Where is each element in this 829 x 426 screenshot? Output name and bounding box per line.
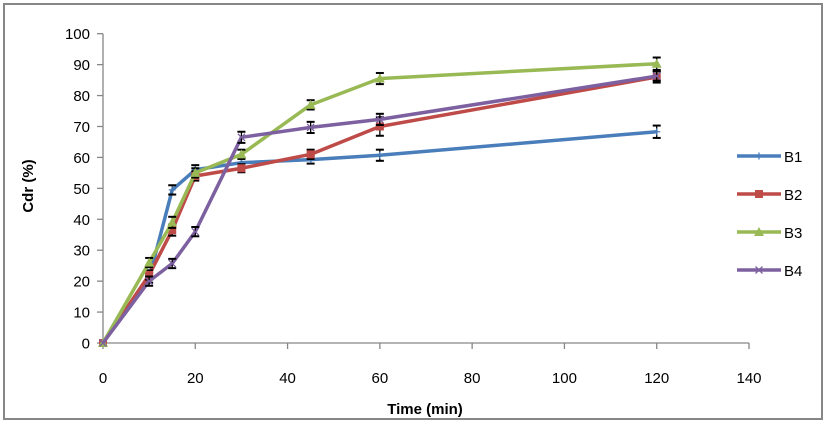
data-point-b2 [168,226,177,235]
y-tick-label: 40 [73,212,90,229]
legend-label: B1 [784,149,802,166]
data-point-b3 [144,257,155,267]
legend-marker [755,152,763,160]
data-point-b4 [237,133,246,142]
legend-marker [754,227,764,236]
x-tick-label: 0 [99,370,107,387]
y-tick-label: 0 [82,336,90,353]
data-point-b3 [190,167,201,177]
y-tick-label: 20 [73,274,90,291]
y-tick-label: 60 [73,150,90,167]
y-tick-label: 30 [73,243,90,260]
legend-item-b3: B3 [737,225,802,242]
data-point-b4 [168,259,177,268]
x-tick-label: 20 [187,370,204,387]
data-point-b4 [191,227,200,236]
y-tick-label: 10 [73,305,90,322]
legend-label: B3 [784,225,802,242]
x-tick-label: 140 [736,370,761,387]
legend-item-b1: B1 [737,149,802,166]
x-tick-label: 60 [372,370,389,387]
data-point-b4 [99,339,107,347]
data-point-b3 [374,73,385,83]
data-point-b1 [376,151,384,159]
legend-item-b2: B2 [737,187,802,204]
legend-label: B2 [784,187,802,204]
y-tick-label: 80 [73,88,90,105]
y-axis-title: Cdr (%) [20,159,37,212]
legend-marker [755,190,763,198]
series-line-b3 [101,61,657,344]
axes: 0 10 20 30 40 50 60 70 80 90 100 0 20 40 60 80 100 120 140 [65,26,762,387]
data-point-b4 [306,123,315,132]
data-point-b3 [305,99,316,109]
legend-marker [755,266,763,274]
data-point-b4 [375,115,384,124]
legend: B1 B2 B3 B4 [737,149,802,280]
chart-frame [3,3,823,420]
series-b2 [99,70,661,347]
data-point-b3 [236,149,247,159]
data-point-b2 [375,122,384,131]
legend-label: B4 [784,263,802,280]
data-point-b2 [306,150,315,159]
data-point-b2 [237,164,246,173]
series-b1 [99,124,661,347]
y-tick-label: 70 [73,119,90,136]
x-tick-label: 120 [644,370,669,387]
y-tick-label: 90 [73,57,90,74]
data-point-b2 [145,270,154,279]
series-line-b1 [101,130,657,345]
x-tick-label: 40 [279,370,296,387]
legend-item-b4: B4 [737,263,802,280]
data-point-b4 [145,277,154,286]
x-axis-title: Time (min) [387,401,463,418]
series-b3 [98,56,662,347]
y-tick-label: 100 [65,26,90,43]
data-point-b4 [652,72,661,81]
data-point-b3 [167,217,178,227]
y-tick-label: 50 [73,181,90,198]
x-tick-label: 80 [464,370,481,387]
data-point-b1 [653,128,661,136]
x-tick-label: 100 [552,370,577,387]
data-point-b1 [168,186,176,194]
data-point-b3 [651,58,662,68]
series-layer [98,56,662,347]
series-b4 [99,70,661,347]
